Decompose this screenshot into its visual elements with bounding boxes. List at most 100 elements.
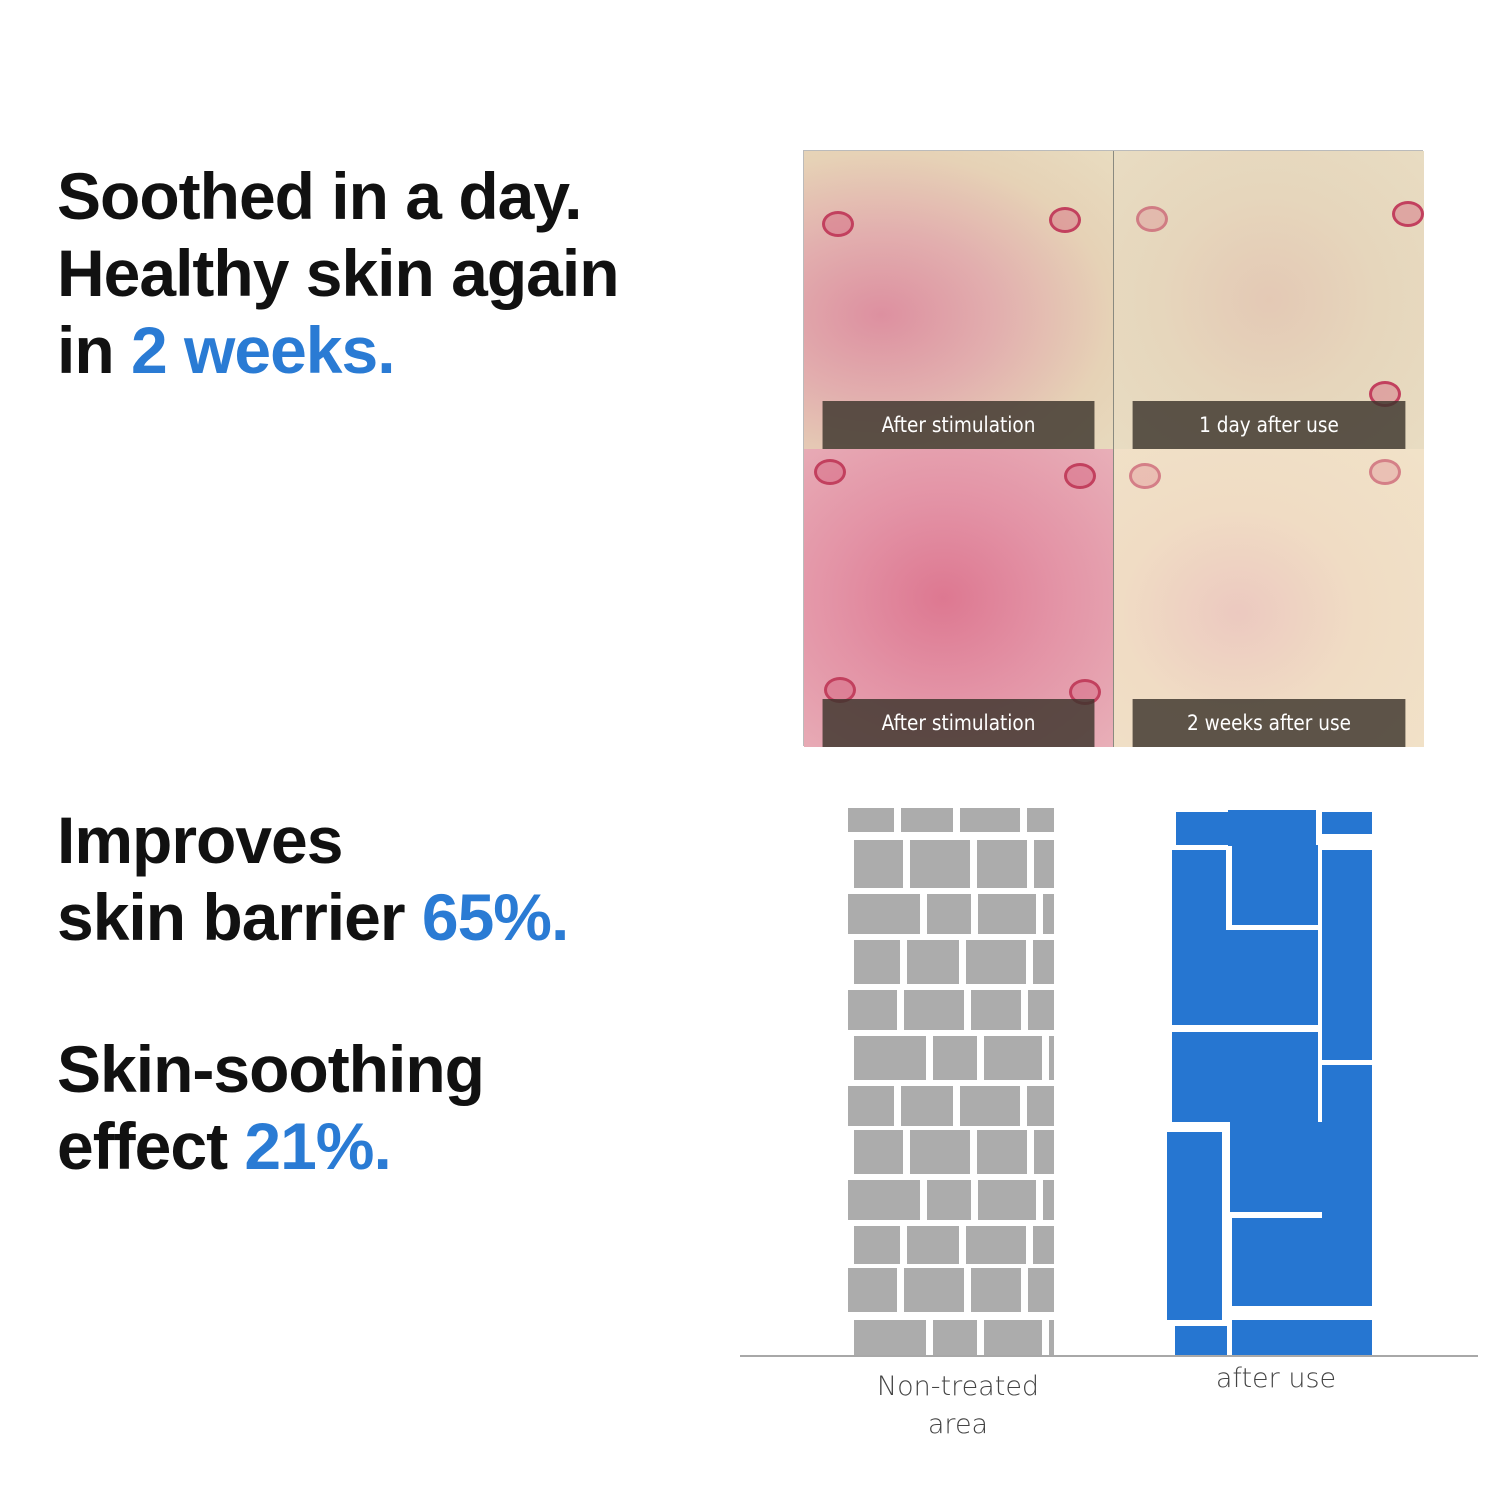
headline-line: Healthy skin again [57, 236, 620, 310]
brick [1226, 930, 1318, 1025]
brick [1049, 1036, 1054, 1080]
brick [971, 1268, 1021, 1312]
brick [1049, 1320, 1054, 1356]
brick [1172, 850, 1226, 1025]
skin-mark [1392, 201, 1424, 227]
brick [984, 1320, 1042, 1356]
skin-mark [1064, 463, 1096, 489]
brick [1033, 1226, 1054, 1264]
brick [1230, 1122, 1372, 1212]
brick [1034, 840, 1054, 888]
brick [978, 1180, 1036, 1220]
brick [1028, 990, 1054, 1030]
skin-mark [1136, 206, 1168, 232]
brick [1028, 1268, 1054, 1312]
brick [1232, 1320, 1372, 1356]
before-after-photo-grid: After stimulation 1 day after use After … [803, 150, 1424, 747]
headline-line: Soothed in a day. [57, 159, 583, 233]
non-treated-bricks [848, 808, 1054, 1356]
photo-label: 1 day after use [1132, 401, 1406, 449]
brick [854, 1226, 900, 1264]
photo-label: After stimulation [822, 699, 1095, 747]
photo-after-stimulation-2: After stimulation [804, 449, 1114, 747]
brick [907, 1226, 959, 1264]
headline-soothed: Soothed in a day. Healthy skin again in … [57, 158, 620, 389]
photo-label: After stimulation [822, 401, 1095, 449]
brick [1034, 1130, 1054, 1174]
brick [966, 940, 1026, 984]
skin-mark [824, 677, 856, 703]
skin-mark [1049, 207, 1081, 233]
brick [1232, 1218, 1372, 1306]
brick [960, 1086, 1020, 1126]
label-line: Non-treated [876, 1371, 1040, 1402]
brick [933, 1320, 977, 1356]
brick [978, 894, 1036, 934]
skin-mark [1129, 463, 1161, 489]
brick [1027, 1086, 1054, 1126]
brick [1043, 894, 1054, 934]
brick [854, 1130, 903, 1174]
brick [1228, 810, 1316, 846]
brick [1172, 1032, 1318, 1122]
barrier-bricks [848, 808, 1372, 1356]
photo-label: 2 weeks after use [1132, 699, 1406, 747]
brick [854, 840, 903, 888]
brick [910, 840, 970, 888]
brick [848, 990, 897, 1030]
brick [907, 940, 959, 984]
skin-mark [1369, 459, 1401, 485]
photo-1-day-after: 1 day after use [1114, 151, 1424, 449]
brick [904, 1268, 964, 1312]
brick [1027, 808, 1054, 832]
brick [933, 1036, 977, 1080]
brick [1232, 845, 1318, 925]
headline-line: in [57, 313, 131, 387]
brick [848, 894, 920, 934]
brick [854, 940, 900, 984]
headline-line: Skin-soothing [57, 1032, 485, 1106]
skin-barrier-diagram: Non-treated area after use [740, 800, 1480, 1460]
brick [971, 990, 1021, 1030]
brick [848, 1086, 894, 1126]
baseline [740, 1355, 1478, 1357]
headline-line: skin barrier [57, 880, 422, 954]
headline-accent: 2 weeks. [131, 313, 396, 387]
skin-mark [822, 211, 854, 237]
brick [1322, 812, 1372, 834]
skin-mark [814, 459, 846, 485]
headline-soothing: Skin-soothing effect 21%. [57, 1031, 485, 1185]
headline-accent: 21%. [244, 1109, 391, 1183]
photo-after-stimulation-1: After stimulation [804, 151, 1114, 449]
brick [848, 808, 894, 832]
headline-line: Improves [57, 803, 343, 877]
brick [904, 990, 964, 1030]
photo-2-weeks-after: 2 weeks after use [1114, 449, 1424, 747]
brick [1176, 812, 1228, 845]
brick [927, 1180, 971, 1220]
brick [1033, 940, 1054, 984]
label-line: area [927, 1409, 989, 1440]
label-non-treated: Non-treated area [858, 1368, 1058, 1444]
brick [977, 1130, 1027, 1174]
brick [910, 1130, 970, 1174]
brick [901, 808, 953, 832]
after-use-bricks [1167, 810, 1372, 1356]
brick [960, 808, 1020, 832]
brick [966, 1226, 1026, 1264]
brick [1175, 1326, 1227, 1356]
brick [854, 1320, 926, 1356]
brick [977, 840, 1027, 888]
headline-barrier: Improves skin barrier 65%. [57, 802, 569, 956]
brick [854, 1036, 926, 1080]
brick [1167, 1132, 1222, 1320]
label-after-use: after use [1215, 1363, 1337, 1394]
brick [848, 1268, 897, 1312]
brick [1322, 850, 1372, 1060]
brick [984, 1036, 1042, 1080]
brick [927, 894, 971, 934]
brick [1043, 1180, 1054, 1220]
headline-line: effect [57, 1109, 245, 1183]
brick [901, 1086, 953, 1126]
brick [848, 1180, 920, 1220]
